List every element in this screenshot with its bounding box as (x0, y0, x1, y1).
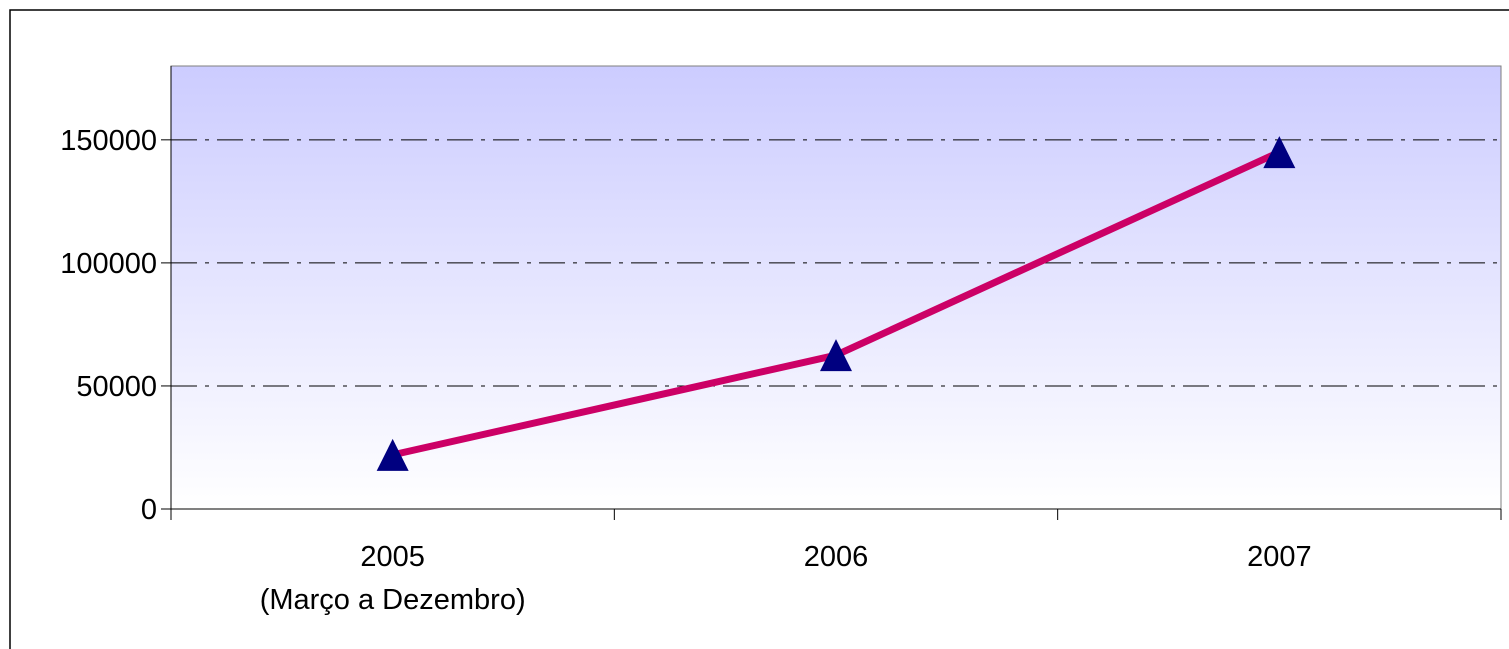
data-point-marker (1263, 136, 1296, 169)
x-tick-sublabel: (Março a Dezembro) (260, 584, 526, 616)
axes (161, 66, 1502, 520)
plot-area (170, 65, 1502, 510)
x-tick-label: 2007 (1247, 541, 1312, 573)
y-tick-label: 50000 (76, 371, 157, 403)
chart-border (9, 9, 1509, 649)
y-tick-labels: 0 50000 100000 150000 (60, 125, 157, 526)
x-tick-label: 2005 (360, 541, 425, 573)
y-tick-label: 0 (141, 494, 157, 526)
series (376, 136, 1296, 471)
x-tick-labels: 2005 (Março a Dezembro) 2006 2007 (260, 541, 1312, 616)
data-point-marker (376, 438, 409, 471)
x-tick-label: 2006 (804, 541, 869, 573)
y-tick-label: 150000 (60, 125, 157, 157)
data-point-marker (820, 339, 852, 372)
y-tick-label: 100000 (60, 248, 157, 280)
